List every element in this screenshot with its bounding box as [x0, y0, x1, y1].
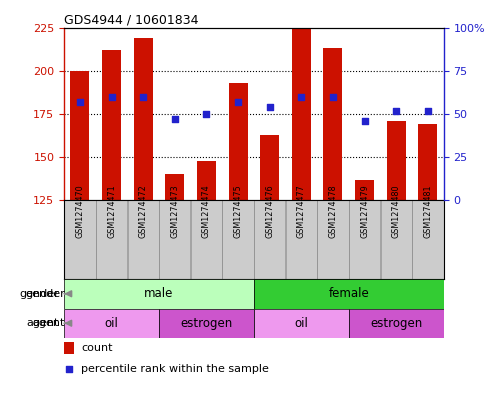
Bar — [165, 174, 184, 200]
Text: oil: oil — [294, 317, 308, 330]
Point — [203, 111, 211, 117]
Text: GSM1274477: GSM1274477 — [297, 184, 306, 238]
Bar — [381, 200, 412, 279]
Text: gender: gender — [19, 289, 59, 299]
Point — [76, 99, 84, 105]
Bar — [355, 180, 374, 200]
Bar — [64, 200, 96, 279]
Text: GSM1274473: GSM1274473 — [170, 185, 179, 238]
Point — [65, 366, 73, 373]
Text: male: male — [144, 287, 174, 300]
Bar — [254, 309, 349, 338]
Bar — [254, 279, 444, 309]
Bar — [102, 50, 121, 200]
Text: GSM1274474: GSM1274474 — [202, 185, 211, 238]
Bar — [349, 309, 444, 338]
Bar — [128, 200, 159, 279]
Text: count: count — [81, 343, 113, 353]
Text: oil: oil — [105, 317, 118, 330]
Bar — [317, 200, 349, 279]
Bar — [222, 200, 254, 279]
Text: GSM1274470: GSM1274470 — [75, 185, 84, 238]
Text: percentile rank within the sample: percentile rank within the sample — [81, 364, 269, 375]
Point — [139, 94, 147, 100]
Text: GSM1274480: GSM1274480 — [392, 185, 401, 238]
Point — [329, 94, 337, 100]
Point — [361, 118, 369, 124]
Bar — [64, 279, 254, 309]
Bar — [254, 200, 285, 279]
Bar — [292, 28, 311, 200]
Bar — [70, 71, 89, 200]
Text: GSM1274478: GSM1274478 — [328, 185, 338, 238]
Point — [266, 104, 274, 110]
Text: agent: agent — [27, 318, 59, 328]
Point — [107, 94, 115, 100]
Text: estrogen: estrogen — [370, 317, 423, 330]
Bar — [197, 161, 216, 200]
Bar — [96, 200, 127, 279]
Bar — [412, 200, 444, 279]
Bar — [191, 200, 222, 279]
Bar — [229, 83, 247, 200]
Bar — [159, 200, 190, 279]
Point — [234, 99, 242, 105]
Bar — [260, 135, 279, 200]
Bar — [323, 48, 343, 200]
Text: gender: gender — [25, 289, 65, 299]
Bar — [419, 124, 437, 200]
Text: GSM1274471: GSM1274471 — [107, 185, 116, 238]
Point — [392, 107, 400, 114]
Bar — [349, 200, 380, 279]
Text: GSM1274472: GSM1274472 — [139, 184, 148, 238]
Bar — [387, 121, 406, 200]
Bar — [285, 200, 317, 279]
Bar — [64, 309, 159, 338]
Point — [171, 116, 179, 122]
Text: estrogen: estrogen — [180, 317, 233, 330]
Bar — [64, 342, 73, 354]
Text: female: female — [328, 287, 369, 300]
Text: GDS4944 / 10601834: GDS4944 / 10601834 — [64, 13, 199, 26]
Text: agent: agent — [33, 318, 65, 328]
Text: GSM1274476: GSM1274476 — [265, 185, 274, 238]
Text: GSM1274475: GSM1274475 — [234, 184, 243, 238]
Point — [424, 107, 432, 114]
Bar — [159, 309, 254, 338]
Text: GSM1274481: GSM1274481 — [423, 185, 432, 238]
Text: GSM1274479: GSM1274479 — [360, 184, 369, 238]
Bar — [134, 38, 153, 200]
Point — [297, 94, 305, 100]
